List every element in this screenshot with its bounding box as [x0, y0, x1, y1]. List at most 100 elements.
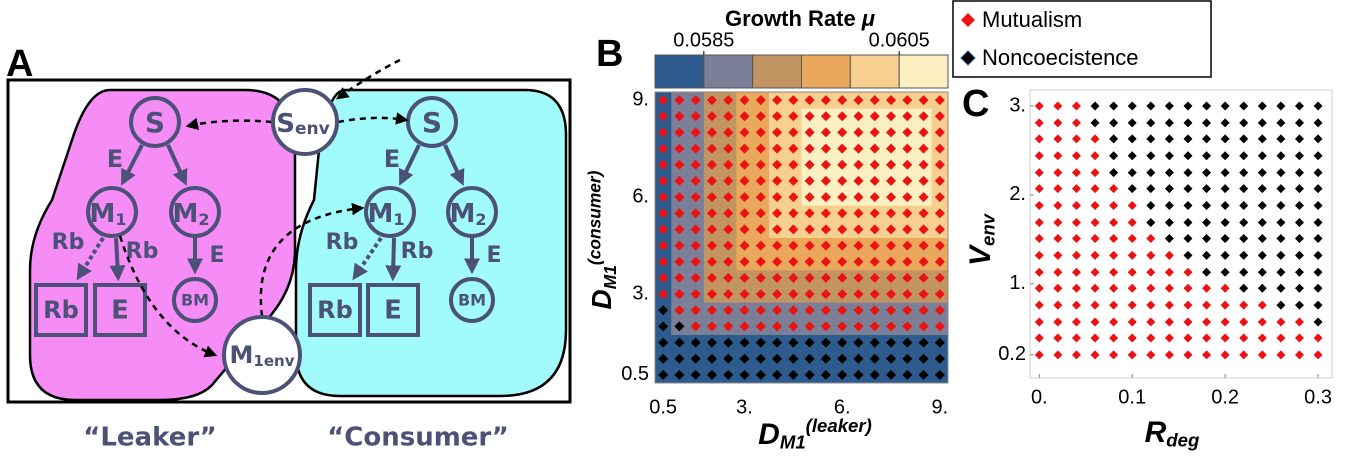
outcome-marker [658, 159, 669, 170]
outcome-marker [934, 272, 945, 283]
outcome-marker [837, 369, 848, 380]
outcome-marker [1164, 267, 1174, 277]
outcome-marker [934, 337, 945, 348]
outcome-marker [853, 289, 864, 300]
outcome-marker [902, 95, 913, 106]
outcome-marker [1034, 350, 1044, 360]
outcome-marker [788, 272, 799, 283]
outcome-marker [772, 289, 783, 300]
node-label: M1 [89, 199, 126, 229]
outcome-marker [804, 224, 815, 235]
outcome-marker [690, 240, 701, 251]
node [446, 186, 498, 238]
outcome-marker [886, 111, 897, 122]
axis-label: Venv [964, 212, 998, 266]
outcome-marker [690, 143, 701, 154]
outcome-marker [1034, 118, 1044, 128]
outcome-marker [1220, 267, 1230, 277]
outcome-marker [837, 321, 848, 332]
outcome-marker [1276, 250, 1286, 260]
outcome-marker [1313, 333, 1323, 343]
outcome-marker [1183, 233, 1193, 243]
outcome-marker [1183, 101, 1193, 111]
outcome-marker [886, 143, 897, 154]
outcome-marker [723, 95, 734, 106]
label-main: M [367, 199, 393, 229]
outcome-marker [1146, 350, 1156, 360]
outcome-marker [918, 95, 929, 106]
outcome-marker [1294, 151, 1304, 161]
outcome-marker [886, 224, 897, 235]
outcome-marker [723, 289, 734, 300]
outcome-marker [1294, 267, 1304, 277]
outcome-marker [723, 127, 734, 138]
label-sup: (leaker) [806, 415, 872, 436]
outcome-marker [804, 337, 815, 348]
outcome-marker [788, 95, 799, 106]
y-tick-label: 0.2 [998, 343, 1026, 365]
outcome-marker [1071, 184, 1081, 194]
outcome-marker [1109, 350, 1119, 360]
outcome-marker [1071, 233, 1081, 243]
outcome-marker [658, 256, 669, 267]
outcome-marker [706, 305, 717, 316]
outcome-marker [1127, 201, 1137, 211]
outcome-marker [706, 127, 717, 138]
outcome-marker [723, 321, 734, 332]
outcome-marker [1146, 184, 1156, 194]
outcome-marker [674, 369, 685, 380]
outcome-marker [1146, 283, 1156, 293]
outcome-marker [1109, 151, 1119, 161]
outcome-marker [1053, 151, 1063, 161]
node [169, 186, 221, 238]
outcome-marker [1053, 300, 1063, 310]
outcome-marker [853, 192, 864, 203]
outcome-marker [902, 256, 913, 267]
outcome-marker [755, 289, 766, 300]
outcome-marker [1034, 184, 1044, 194]
outcome-marker [788, 289, 799, 300]
environment: Senv M1env [118, 58, 409, 395]
outcome-marker [886, 175, 897, 186]
outcome-marker [934, 192, 945, 203]
outcome-marker [869, 305, 880, 316]
outcome-marker [1239, 201, 1249, 211]
outcome-marker [690, 159, 701, 170]
outcome-marker [1276, 283, 1286, 293]
label-sub: 2 [198, 210, 209, 229]
outcome-marker [788, 321, 799, 332]
outcome-marker [658, 208, 669, 219]
label-sub: deg [1166, 429, 1200, 450]
outcome-marker [1220, 350, 1230, 360]
outcome-marker [804, 159, 815, 170]
outcome-marker [690, 111, 701, 122]
outcome-marker [1164, 217, 1174, 227]
outcome-marker [723, 272, 734, 283]
outcome-marker [1294, 350, 1304, 360]
outcome-marker [869, 159, 880, 170]
outcome-marker [1183, 267, 1193, 277]
outcome-marker [723, 256, 734, 267]
outcome-marker [1220, 168, 1230, 178]
outcome-marker [869, 272, 880, 283]
outcome-marker [674, 192, 685, 203]
outcome-marker [1053, 101, 1063, 111]
outcome-marker [804, 272, 815, 283]
outcome-marker [837, 240, 848, 251]
y-tick-label: 0.5 [621, 363, 649, 385]
outcome-marker [1109, 168, 1119, 178]
arrow [352, 236, 383, 281]
outcome-marker [1202, 350, 1212, 360]
outcome-marker [1127, 300, 1137, 310]
outcome-marker [1146, 134, 1156, 144]
outcome-marker [1053, 233, 1063, 243]
outcome-marker [1276, 300, 1286, 310]
outcome-marker [869, 240, 880, 251]
outcome-marker [820, 111, 831, 122]
label-sub: 1 [115, 210, 126, 229]
outcome-marker [1257, 267, 1267, 277]
outcome-marker [902, 289, 913, 300]
outcome-marker [820, 127, 831, 138]
edge-label: Rb [52, 230, 85, 255]
outcome-marker [739, 224, 750, 235]
